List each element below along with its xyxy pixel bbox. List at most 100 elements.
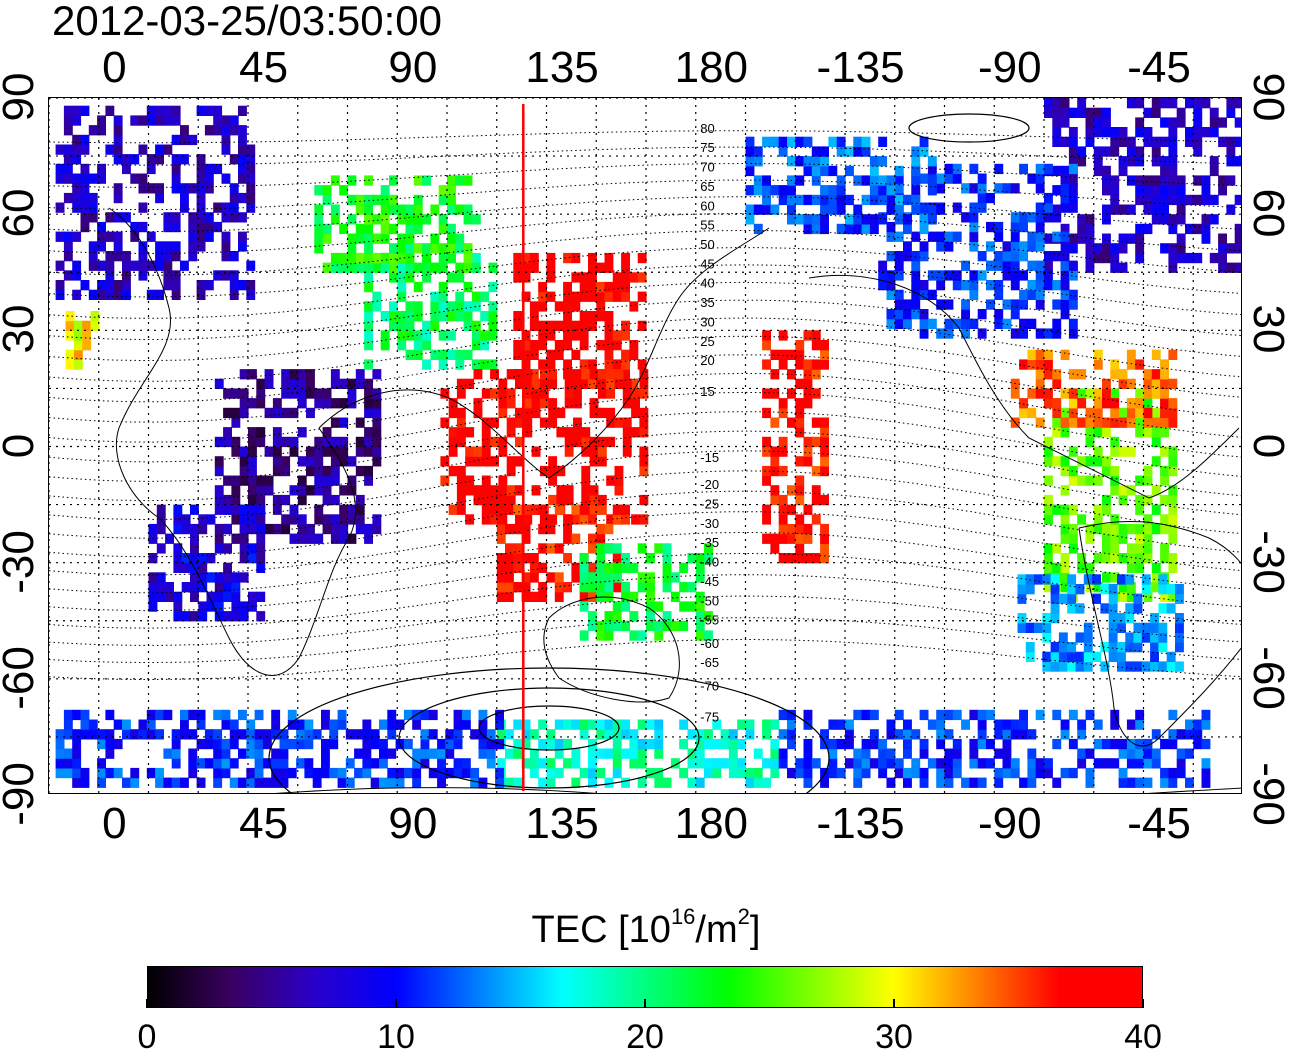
tec-cell [223, 504, 232, 515]
magnetic-latitude-contour [49, 574, 1241, 629]
tec-cell [961, 309, 970, 320]
tec-cell [1209, 156, 1219, 167]
tec-cell [622, 417, 632, 428]
tec-cell [919, 202, 929, 213]
tec-cell [1035, 369, 1045, 380]
tec-cell [927, 204, 937, 215]
tec-cell [521, 533, 531, 544]
tec-cell [1160, 175, 1169, 186]
tec-cell [448, 446, 458, 457]
tec-cell [631, 514, 640, 525]
tec-cell [146, 163, 156, 175]
tec-cell [911, 231, 921, 242]
tec-cell [72, 748, 82, 759]
tec-cell [1201, 719, 1211, 730]
tec-cell [1044, 553, 1053, 564]
tec-cell [239, 514, 249, 525]
tec-cell [1025, 651, 1035, 662]
tec-cell [564, 388, 574, 399]
tec-cell [355, 378, 365, 389]
tec-cell [704, 611, 713, 622]
tec-cell [803, 330, 813, 341]
tec-cell [364, 359, 373, 370]
tec-cell [314, 185, 324, 196]
tec-cell [471, 214, 481, 225]
tec-cell [612, 272, 622, 283]
tec-cell [1135, 398, 1145, 409]
tec-cell [994, 729, 1004, 740]
tec-cell [836, 194, 846, 206]
tec-cell [155, 144, 164, 155]
tec-cell [1002, 251, 1012, 262]
tec-cell [148, 523, 158, 535]
tec-cell [146, 260, 156, 271]
tec-cell [506, 465, 516, 477]
magnetic-pole-contours [268, 113, 1030, 793]
tec-cell [1102, 504, 1111, 515]
tec-cell [513, 543, 523, 554]
tec-cell [1193, 136, 1203, 147]
tec-cell [171, 212, 181, 223]
tec-cell [654, 738, 664, 750]
tec-cell [413, 311, 423, 322]
tec-cell [1085, 262, 1095, 273]
tec-cell [1150, 632, 1159, 643]
tec-cell [903, 194, 912, 206]
tec-cell [1068, 270, 1078, 281]
tec-cell [461, 719, 471, 730]
tec-cell [63, 729, 73, 740]
tec-cell [614, 378, 624, 389]
tec-cell [845, 165, 854, 177]
tec-cell [264, 369, 274, 380]
tec-cell [778, 553, 788, 564]
tec-cell [389, 175, 398, 186]
tec-cell [604, 572, 614, 583]
tec-cell [420, 709, 430, 721]
tec-cell [146, 289, 156, 300]
tec-cell [637, 582, 647, 593]
tec-cell [787, 485, 796, 496]
tec-cell [927, 719, 937, 730]
tec-cell [1118, 553, 1128, 564]
tec-cell [1176, 107, 1186, 118]
tec-cell [1052, 328, 1062, 339]
tec-cell [289, 514, 299, 525]
tec-cell [130, 260, 140, 271]
tec-cell [1068, 175, 1078, 186]
tec-cell [894, 729, 904, 740]
tec-cell [820, 777, 829, 788]
tec-cell [1135, 562, 1145, 573]
tec-cell [1027, 212, 1037, 223]
tec-cell [795, 758, 805, 769]
tec-cell [1135, 175, 1145, 186]
tec-cell [256, 388, 266, 399]
tec-cell [223, 436, 232, 448]
tec-cell [1093, 388, 1103, 399]
tec-cell [297, 533, 307, 544]
tec-cell [861, 709, 871, 721]
tec-cell [679, 601, 689, 612]
tec-cell [473, 485, 483, 496]
tec-cell [621, 601, 630, 612]
tec-cell [1110, 485, 1120, 496]
tec-cell [287, 719, 297, 730]
tec-cell [272, 436, 282, 448]
tec-cell [231, 514, 241, 525]
tec-cell [529, 767, 539, 779]
tec-cell [563, 582, 572, 593]
tec-cell [795, 485, 805, 496]
tec-cell [977, 183, 987, 194]
tec-cell [631, 407, 640, 419]
tec-cell [762, 330, 771, 341]
tec-cell [481, 456, 491, 467]
tec-cell [506, 485, 516, 496]
tec-cell [1027, 349, 1037, 360]
tec-cell [1143, 591, 1153, 602]
tec-cell [1067, 661, 1077, 672]
tec-cell [180, 719, 189, 730]
tec-cell [347, 388, 357, 399]
tec-cell [546, 777, 556, 788]
tec-cell [1176, 252, 1186, 264]
tec-cell [1160, 446, 1169, 457]
tec-cell [770, 349, 780, 360]
